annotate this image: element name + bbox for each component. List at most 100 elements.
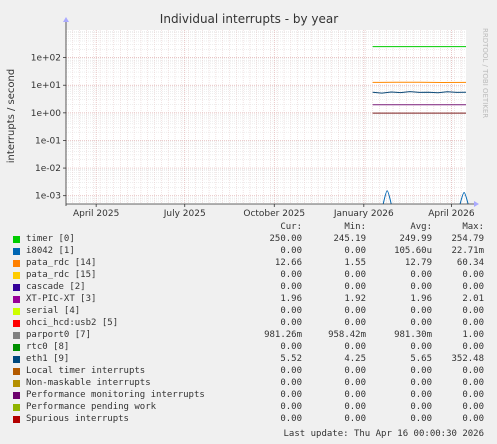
legend-avg-value: 0.00 [410, 378, 432, 388]
legend-min-value: 0.00 [344, 306, 366, 316]
legend-label: ohci_hcd:usb2 [5] [26, 318, 119, 328]
legend-swatch [13, 296, 20, 303]
grid [65, 30, 466, 204]
legend-avg-value: 0.00 [410, 270, 432, 280]
legend-min-value: 0.00 [344, 342, 366, 352]
legend-avg-value: 981.30m [394, 330, 432, 340]
legend-min-value: 958.42m [328, 330, 366, 340]
legend-label: XT-PIC-XT [3] [26, 294, 97, 304]
legend-row: cascade [2] 0.00 0.00 0.00 0.00 [10, 281, 490, 293]
legend-max-value: 0.00 [462, 402, 484, 412]
x-axis-arrow [474, 201, 479, 207]
legend-min-value: 0.00 [344, 378, 366, 388]
legend-swatch [13, 356, 20, 363]
y-tick-label: 1e+02 [31, 54, 61, 64]
series-spike [459, 191, 469, 205]
y-tick-label: 1e-03 [35, 192, 61, 202]
legend-label: eth1 [9] [26, 354, 70, 364]
legend-label: timer [0] [26, 234, 75, 244]
y-tick-label: 1e-02 [35, 164, 61, 174]
legend-max-value: 0.00 [462, 378, 484, 388]
legend-max-value: 0.00 [462, 414, 484, 424]
legend-cur-value: 0.00 [280, 318, 302, 328]
legend-row: pata_rdc [15] 0.00 0.00 0.00 0.00 [10, 269, 490, 281]
legend-label: Performance pending work [26, 402, 157, 412]
legend-swatch [13, 368, 20, 375]
legend-avg-value: 0.00 [410, 402, 432, 412]
legend-row: ohci_hcd:usb2 [5] 0.00 0.00 0.00 0.00 [10, 317, 490, 329]
series-spike [382, 190, 392, 205]
legend-cur-value: 0.00 [280, 366, 302, 376]
legend-cur-value: 0.00 [280, 270, 302, 280]
chart-title: Individual interrupts - by year [160, 12, 338, 26]
legend-swatch [13, 416, 20, 423]
header-min: Min: [344, 222, 366, 232]
legend-cur-value: 1.96 [280, 294, 302, 304]
legend-row: serial [4] 0.00 0.00 0.00 0.00 [10, 305, 490, 317]
legend-row: Local timer interrupts 0.00 0.00 0.00 0.00 [10, 365, 490, 377]
legend-cur-value: 0.00 [280, 402, 302, 412]
legend-swatch [13, 404, 20, 411]
legend-row: timer [0] 250.00 245.19 249.99 254.79 [10, 233, 490, 245]
legend-avg-value: 0.00 [410, 366, 432, 376]
legend-avg-value: 0.00 [410, 306, 432, 316]
legend-cur-value: 250.00 [269, 234, 302, 244]
legend-avg-value: 12.79 [404, 258, 432, 268]
legend-min-value: 0.00 [344, 270, 366, 280]
legend: Cur: Min: Avg: Max: timer [0] 250.00 245.1… [10, 221, 490, 425]
legend-row: Spurious interrupts 0.00 0.00 0.00 0.00 [10, 413, 490, 425]
legend-cur-value: 0.00 [280, 282, 302, 292]
legend-max-value: 254.79 [451, 234, 484, 244]
legend-cur-value: 981.26m [264, 330, 302, 340]
legend-min-value: 0.00 [344, 318, 366, 328]
legend-max-value: 1.00 [462, 330, 484, 340]
legend-cur-value: 0.00 [280, 306, 302, 316]
legend-label: rtc0 [8] [26, 342, 70, 352]
y-axis-label: interrupts / second [6, 69, 17, 163]
y-axis-arrow [63, 17, 69, 22]
legend-row: i8042 [1] 0.00 0.00 105.60u 22.71m [10, 245, 490, 257]
x-tick-labels: April 2025 July 2025 October 2025 January 2… [73, 209, 475, 219]
legend-min-value: 1.55 [344, 258, 366, 268]
series-layer [372, 46, 469, 205]
legend-row: Performance pending work 0.00 0.00 0.00 0.00 [10, 401, 490, 413]
legend-label: pata_rdc [14] [26, 258, 97, 268]
legend-cur-value: 0.00 [280, 378, 302, 388]
legend-label: cascade [2] [26, 282, 86, 292]
legend-swatch [13, 284, 20, 291]
legend-swatch [13, 392, 20, 399]
header-cur: Cur: [280, 222, 302, 232]
legend-max-value: 0.00 [462, 282, 484, 292]
x-tick-label: July 2025 [163, 209, 206, 219]
legend-min-value: 0.00 [344, 402, 366, 412]
legend-row: rtc0 [8] 0.00 0.00 0.00 0.00 [10, 341, 490, 353]
legend-min-value: 0.00 [344, 282, 366, 292]
legend-min-value: 4.25 [344, 354, 366, 364]
series-line [372, 91, 467, 94]
legend-avg-value: 0.00 [410, 318, 432, 328]
x-tick-label: January 2026 [333, 209, 394, 219]
legend-swatch [13, 248, 20, 255]
y-tick-label: 1e-01 [35, 136, 61, 146]
header-avg: Avg: [410, 222, 432, 232]
legend-header: Cur: Min: Avg: Max: [10, 221, 490, 233]
x-tick-label: April 2026 [428, 209, 475, 219]
watermark: RRDTOOL / TOBI OETIKER [481, 28, 489, 118]
legend-max-value: 0.00 [462, 342, 484, 352]
legend-swatch [13, 332, 20, 339]
legend-avg-value: 0.00 [410, 282, 432, 292]
legend-max-value: 352.48 [451, 354, 484, 364]
legend-swatch [13, 308, 20, 315]
legend-label: pata_rdc [15] [26, 270, 97, 280]
legend-swatch [13, 344, 20, 351]
legend-max-value: 0.00 [462, 306, 484, 316]
axes [63, 17, 479, 207]
legend-avg-value: 1.96 [410, 294, 432, 304]
legend-swatch [13, 272, 20, 279]
legend-max-value: 0.00 [462, 366, 484, 376]
legend-rows: timer [0] 250.00 245.19 249.99 254.79 i8042 [… [10, 233, 490, 425]
y-tick-labels: 1e+02 1e+01 1e+00 1e-01 1e-02 1e-03 [31, 54, 62, 202]
legend-avg-value: 0.00 [410, 390, 432, 400]
legend-cur-value: 0.00 [280, 246, 302, 256]
